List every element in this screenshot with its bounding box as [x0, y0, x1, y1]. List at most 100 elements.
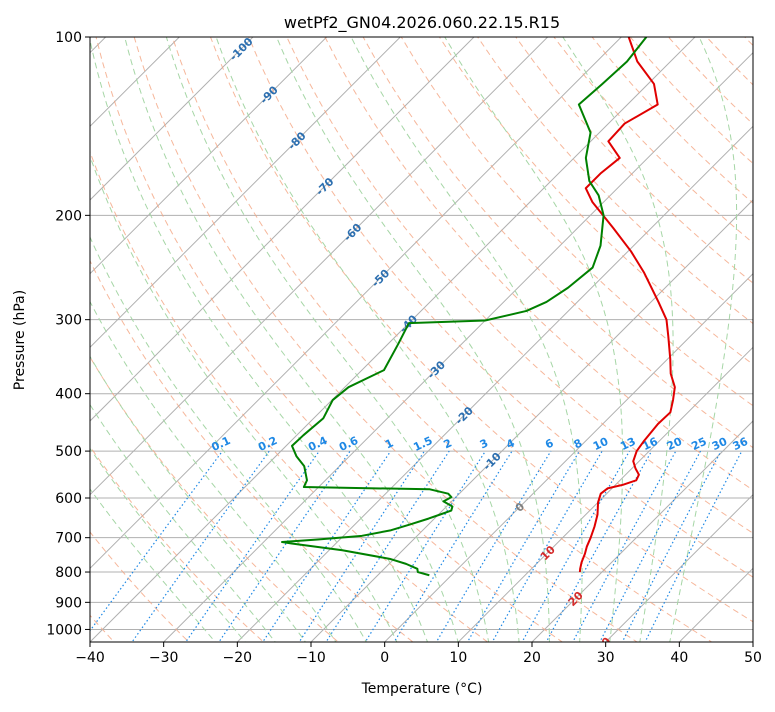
- mixing-ratio-label: 13: [618, 435, 637, 453]
- dry-adiabat: [95, 37, 564, 642]
- x-axis-ticks: −40 −30 −20 −10 0 10 20 30 40 50: [75, 642, 762, 666]
- moist-adiabat: [90, 355, 307, 642]
- dry-adiabat: [324, 37, 753, 491]
- mixing-ratio-label: 30: [710, 435, 730, 453]
- isotherm-line: [90, 37, 181, 128]
- y-tick-label: 500: [55, 444, 82, 460]
- y-tick-label: 900: [55, 595, 82, 611]
- isotherm-line: [90, 37, 402, 349]
- dry-adiabat: [171, 37, 713, 642]
- mixing-ratio-line: [393, 450, 513, 642]
- mixing-ratio-line: [218, 450, 351, 642]
- dry-adiabat: [286, 37, 753, 534]
- moist-adiabat: [124, 37, 459, 642]
- profile-series: [281, 37, 676, 577]
- moist-adiabat: [276, 37, 550, 642]
- mixing-ratio-label: 20: [665, 435, 685, 453]
- mixing-ratio-line: [262, 450, 392, 642]
- moist-adiabat: [350, 37, 583, 642]
- x-tick-label: −20: [223, 650, 253, 666]
- isotherm-line: [531, 420, 753, 642]
- dry-adiabat: [90, 259, 414, 642]
- isotherm-line: [90, 37, 254, 201]
- x-tick-label: 50: [744, 650, 762, 666]
- x-axis-label: Temperature (°C): [361, 681, 483, 697]
- mixing-ratio-line: [435, 450, 552, 642]
- x-tick-label: 30: [597, 650, 615, 666]
- moist-adiabats: [90, 37, 738, 642]
- x-tick-label: −10: [296, 650, 326, 666]
- isotherm-line: [90, 37, 549, 496]
- y-tick-label: 700: [55, 531, 82, 547]
- dry-adiabat: [90, 531, 190, 642]
- isotherm-line: [310, 199, 753, 642]
- isotherm-line: [604, 493, 753, 642]
- y-tick-label: 1000: [46, 622, 82, 638]
- temperature-profile-line: [578, 37, 676, 573]
- x-tick-label: −40: [75, 650, 105, 666]
- mixing-ratio-label: 36: [731, 435, 751, 453]
- moist-adiabat: [90, 300, 337, 642]
- isotherm-line: [236, 125, 753, 642]
- isotherm-label: 30: [594, 635, 614, 655]
- x-tick-label: −30: [149, 650, 179, 666]
- isotherm-line: [162, 51, 753, 642]
- mixing-ratio-line: [491, 450, 603, 642]
- isotherm-line: [90, 37, 475, 422]
- dry-adiabat: [90, 445, 265, 642]
- moist-adiabat: [669, 37, 738, 642]
- dry-adiabats: [90, 37, 753, 642]
- moist-adiabat: [215, 37, 520, 642]
- mixing-ratio-line: [364, 450, 486, 642]
- y-tick-label: 800: [55, 565, 82, 581]
- moist-adiabat: [90, 447, 246, 642]
- dry-adiabat: [90, 356, 339, 642]
- moist-adiabat: [165, 37, 490, 642]
- mixing-ratio-line: [572, 450, 677, 642]
- dry-adiabat: [248, 37, 753, 578]
- mixing-ratio-line: [521, 450, 631, 642]
- isotherm-line: [90, 37, 328, 275]
- mixing-ratio-line: [131, 450, 270, 642]
- y-axis-label: Pressure (hPa): [12, 290, 28, 390]
- mixing-ratio-line: [466, 450, 580, 642]
- moist-adiabat: [562, 37, 674, 642]
- plot-frame: [89, 36, 754, 643]
- mixing-ratio-line: [325, 450, 450, 642]
- mixing-ratio-lines: [90, 450, 743, 642]
- isotherm-lines: [90, 37, 753, 642]
- mixing-ratio-line: [90, 450, 223, 632]
- moist-adiabat: [90, 403, 276, 642]
- dry-adiabat: [133, 37, 638, 642]
- moist-adiabat: [444, 37, 624, 642]
- y-tick-label: 600: [55, 491, 82, 507]
- y-axis-ticks: 1000 900 800 700 600 500 400 300 200 100: [46, 30, 90, 638]
- dry-adiabat: [90, 150, 489, 642]
- y-tick-label: 200: [55, 208, 82, 224]
- y-tick-label: 100: [55, 30, 82, 46]
- x-tick-label: 0: [380, 650, 389, 666]
- chart-title: wetPf2_GN04.2026.060.22.15.R15: [284, 13, 560, 33]
- isotherm-line: [457, 346, 753, 642]
- x-tick-label: 40: [670, 650, 688, 666]
- mixing-ratio-line: [298, 450, 425, 642]
- dry-adiabat: [515, 37, 753, 284]
- mixing-ratio-label: 25: [689, 435, 708, 453]
- mixing-ratio-line: [599, 450, 702, 642]
- moist-adiabat: [90, 235, 367, 642]
- y-tick-label: 300: [55, 313, 82, 329]
- moist-adiabat: [90, 38, 429, 642]
- dry-adiabat: [362, 37, 753, 449]
- dry-adiabat: [209, 37, 753, 623]
- isotherm-line: [90, 37, 623, 570]
- dewpoint-profile-line: [281, 37, 648, 577]
- moist-adiabat: [90, 488, 216, 642]
- x-tick-label: 20: [523, 650, 541, 666]
- y-tick-label: 400: [55, 387, 82, 403]
- isotherm-line: [383, 272, 753, 642]
- isotherm-line: [90, 37, 696, 642]
- mixing-ratio-line: [545, 450, 653, 642]
- x-tick-label: 10: [449, 650, 467, 666]
